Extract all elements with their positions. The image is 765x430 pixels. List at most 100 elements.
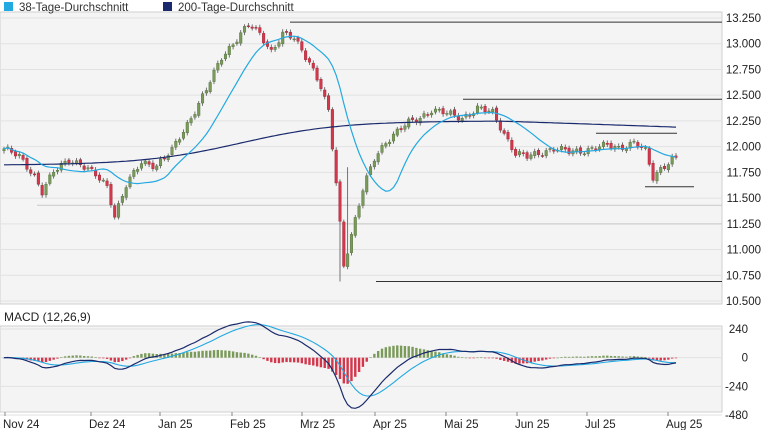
macd-hist-bar [212,350,216,358]
macd-hist-bar [625,356,628,358]
macd-hist-bar [476,357,479,359]
candle-body [132,170,136,177]
macd-hist-bar [548,357,552,359]
x-axis: Nov 24 Dez 24 Jan 25 Feb 25 Mrz 25 Apr 25 Mai … [3,412,702,430]
candle-body [113,205,117,218]
macd-hist-bar [308,357,311,365]
macd-hist-bar [376,350,380,358]
candle-body [349,234,353,253]
candle-body [277,42,281,47]
candle-body [29,169,33,174]
candle-body [97,174,101,181]
candle-body [525,152,529,159]
macd-hist-bar [285,357,288,363]
candle-body [609,143,613,149]
macd-hist-bar [449,354,452,358]
candle-body [174,140,178,148]
candle-body [475,105,479,113]
candle-body [487,110,491,113]
macd-panel [0,325,723,413]
macd-hist-bar [350,357,353,382]
candle-body [559,146,563,150]
macd-hist-bar [136,354,139,358]
candle-body [159,158,163,167]
macd-hist-bar [140,353,143,358]
macd-hist-bar [182,352,185,358]
candle-body [25,158,29,170]
candle-body [323,89,327,97]
candle-body [162,157,166,160]
macd-hist-bar [609,355,613,358]
candle-body [651,163,655,181]
macd-hist-bar [644,357,647,358]
macd-hist-bar [90,356,94,358]
macd-hist-bar [361,357,365,367]
macd-hist-bar [189,351,193,358]
candle-body [258,27,262,33]
macd-hist-bar [254,355,258,358]
candle-body [647,148,651,165]
macd-hist-bar [82,356,86,358]
candle-body [342,221,346,267]
macd-hist-bar [460,357,464,359]
x-tick-label: Nov 24 [3,419,40,430]
price-axis: 13.250 13.000 12.750 12.500 12.250 12.000 11.7… [726,13,761,308]
macd-hist-bar [270,357,273,363]
macd-hist-bar [201,350,204,358]
macd-hist-bar [205,350,208,358]
candle-body [109,184,113,206]
macd-hist-bar [403,345,407,358]
macd-axis: 240 0 -240 -480 [725,324,748,422]
macd-hist-bar [575,356,578,358]
price-tick-label: 12.750 [726,64,761,76]
candle-body [231,44,235,47]
price-tick-label: 11.000 [727,245,761,257]
candle-body [86,167,90,170]
macd-hist-bar [674,357,678,359]
x-tick-label: Jan 25 [158,419,193,430]
macd-hist-bar [388,346,391,358]
x-tick-label: Apr 25 [373,419,407,430]
candle-body [670,156,674,165]
price-tick-label: 10.750 [726,270,761,282]
candle-body [666,164,670,171]
macd-hist-bar [426,350,430,358]
candle-body [502,130,506,134]
candle-body [136,169,140,172]
reference-levels [37,21,722,282]
candle-body [296,37,300,42]
macd-hist-bar [109,357,113,361]
macd-hist-bar [392,345,395,358]
candle-body [430,112,434,116]
candle-body [48,174,52,184]
candle-body [460,118,464,121]
candle-body [120,196,124,203]
price-tick-label: 12.000 [726,142,761,154]
macd-hist-bar [480,357,483,358]
macd-tick-label: 0 [742,353,748,365]
macd-hist-bar [147,353,151,358]
macd-hist-bar [571,356,575,358]
macd-hist-bar [331,357,334,372]
candle-body [590,147,594,149]
candle-body [319,79,323,89]
candle-body [483,106,487,113]
macd-tick-label: -480 [725,410,748,422]
macd-hist-bar [468,357,472,359]
candle-body [201,93,205,104]
macd-grid [0,328,722,416]
candle-body [655,172,659,182]
macd-hist-bar [243,352,246,358]
macd-hist-bar [445,354,449,358]
x-tick-label: Dez 24 [89,419,126,430]
candle-body [75,160,79,164]
candle-body [189,118,193,124]
candle-body [544,150,548,157]
candle-body [36,172,40,185]
macd-hist-bar [464,357,468,359]
candle-body [479,106,483,109]
macd-hist-bar [124,357,128,360]
candle-body [117,203,121,218]
macd-hist-bar [457,356,460,358]
